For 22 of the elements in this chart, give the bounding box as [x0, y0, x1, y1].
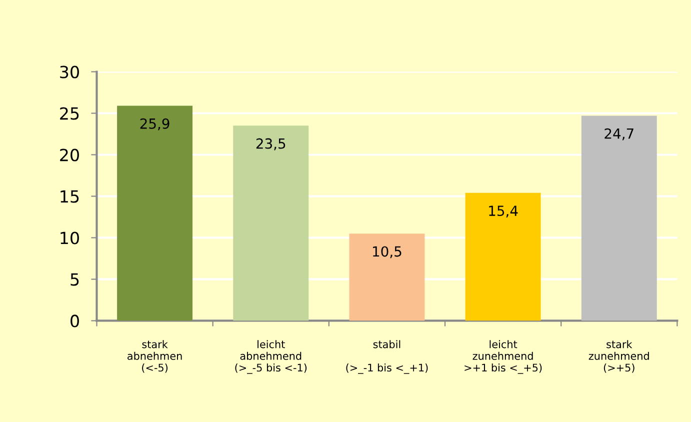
bar [117, 106, 193, 321]
data-label: 24,7 [604, 128, 634, 140]
y-tick-label: 20 [60, 148, 79, 162]
y-tick-label: 5 [70, 273, 79, 286]
bar [465, 192, 541, 321]
category-label: stabil (>_-1 bis <_+1) [346, 340, 428, 374]
bar [581, 116, 657, 321]
bar [349, 234, 425, 321]
x-tick-label: stark zunehmend (>+5) [588, 340, 649, 373]
y-tick-label: 30 [60, 66, 79, 78]
x-tick-label: stark abnehmen (<-5) [128, 340, 182, 373]
y-tick-label: 25 [60, 107, 79, 120]
y-tick-label: 0 [70, 314, 79, 328]
y-tick-label: 15 [60, 190, 79, 203]
y-tick-label: 10 [60, 232, 79, 244]
data-label: 25,9 [140, 118, 170, 130]
x-tick-label: leicht abnehmend (>_-5 bis <-1) [235, 340, 307, 374]
data-label: 23,5 [256, 138, 286, 150]
data-label: 15,4 [489, 206, 518, 218]
bar [233, 126, 309, 321]
x-tick-label: leicht zunehmend >+1 bis <_+5) [464, 340, 542, 374]
data-label: 10,5 [373, 246, 402, 258]
